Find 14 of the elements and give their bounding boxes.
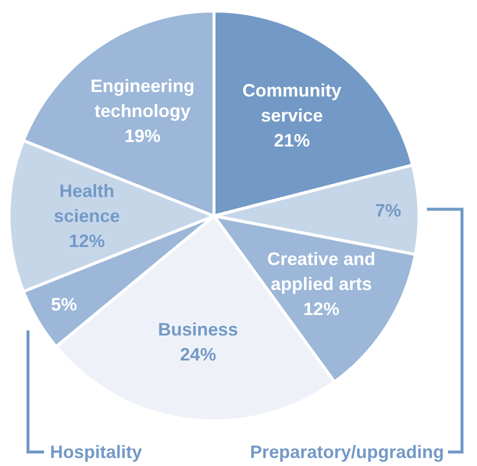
data-label: 12% <box>303 299 340 320</box>
data-label: 12% <box>68 231 105 251</box>
slice-label: Hospitality <box>50 442 142 462</box>
data-label: 19% <box>124 126 161 146</box>
data-label: 7% <box>375 200 402 221</box>
data-label: 21% <box>274 130 310 151</box>
slice-label: Preparatory/upgrading <box>250 442 444 462</box>
data-label: 24% <box>180 344 216 365</box>
slice-label: Creative and applied arts <box>267 249 376 294</box>
slice-label: Engineering technology <box>90 76 195 121</box>
data-label: 5% <box>51 294 78 315</box>
slice-label: Community service <box>242 80 342 126</box>
slice-label: Health science <box>54 181 120 226</box>
slice-label: Business <box>158 320 238 340</box>
